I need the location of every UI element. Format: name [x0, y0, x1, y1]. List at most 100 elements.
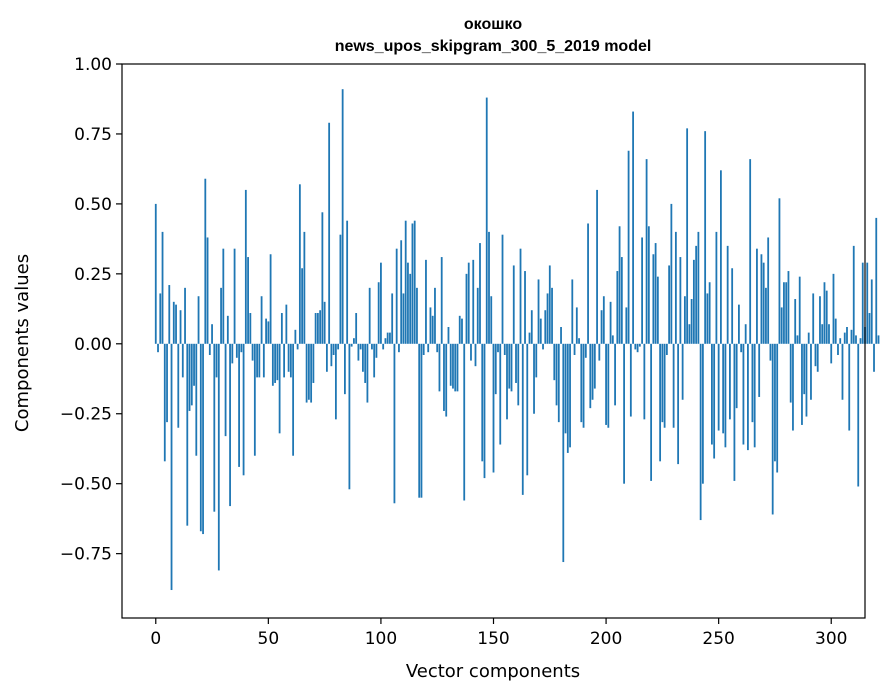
bar: [440, 257, 443, 344]
bar: [161, 231, 164, 344]
bar: [447, 327, 450, 344]
bar: [686, 128, 689, 344]
plot-frame: [121, 63, 866, 619]
bar: [425, 259, 427, 344]
bar: [762, 262, 765, 344]
bar: [157, 343, 159, 353]
bar: [650, 343, 653, 481]
chart-title-line-2: news_upos_skipgram_300_5_2019 model: [335, 38, 652, 55]
bar: [571, 279, 574, 344]
bar: [303, 231, 306, 344]
bar: [654, 243, 657, 344]
bar: [839, 338, 842, 344]
bar: [206, 237, 209, 344]
bar: [247, 257, 249, 344]
bar: [285, 304, 288, 344]
bar: [834, 318, 837, 344]
bar: [774, 343, 776, 462]
x-ticks-group: 0 50 100 150 200 250 300: [150, 618, 847, 649]
bar: [368, 287, 371, 344]
bar: [692, 259, 695, 344]
bar: [262, 343, 265, 378]
bar: [796, 335, 799, 344]
bar: [794, 299, 797, 344]
bar: [240, 343, 243, 353]
bar: [837, 343, 839, 355]
bar: [163, 343, 166, 462]
bar: [735, 343, 738, 409]
bar: [731, 268, 734, 344]
bar: [330, 343, 333, 367]
bar: [411, 223, 414, 344]
bar: [551, 287, 553, 344]
bar: [548, 265, 551, 344]
bar: [598, 343, 601, 361]
bar: [510, 343, 513, 392]
bar: [325, 343, 328, 372]
bar: [742, 343, 745, 445]
bar: [724, 343, 727, 448]
bar: [560, 327, 562, 344]
bar: [211, 324, 213, 344]
bar: [274, 343, 276, 383]
bar: [267, 321, 270, 344]
bar: [533, 343, 535, 414]
bar: [485, 97, 488, 344]
bar: [154, 203, 157, 344]
y-tick-label: 1.00: [74, 55, 112, 75]
bar: [287, 343, 290, 372]
bar: [792, 343, 794, 431]
bar: [168, 285, 171, 344]
bar: [499, 343, 502, 445]
bar: [398, 343, 400, 353]
bar: [314, 313, 317, 344]
bar: [720, 170, 722, 344]
bar: [479, 243, 481, 344]
bar: [416, 287, 418, 344]
bar: [841, 343, 844, 400]
bar: [582, 343, 585, 428]
bar: [305, 343, 308, 403]
bar: [830, 343, 833, 364]
bar: [695, 245, 698, 344]
bar: [789, 343, 792, 403]
bar: [199, 343, 202, 532]
bar: [208, 343, 211, 355]
bar: [674, 231, 677, 344]
bar: [717, 343, 720, 431]
bar: [819, 296, 821, 344]
y-tick-label: −0.50: [60, 475, 112, 495]
bar: [875, 217, 878, 344]
bar: [364, 343, 367, 383]
bar: [521, 343, 524, 495]
bar: [679, 257, 682, 344]
bar: [738, 304, 740, 344]
bar: [697, 231, 700, 344]
bar: [681, 343, 684, 400]
bar: [503, 343, 506, 355]
bar: [213, 343, 216, 512]
bar: [553, 343, 556, 381]
bar: [726, 245, 729, 344]
bar: [647, 226, 650, 344]
bar: [699, 343, 702, 521]
bar: [564, 343, 567, 434]
bar: [362, 343, 364, 372]
bar: [249, 313, 252, 344]
bar: [711, 343, 713, 445]
bar: [760, 254, 763, 344]
bar: [866, 262, 869, 344]
bar: [175, 304, 177, 344]
x-axis-label: Vector components: [406, 661, 580, 682]
bar: [677, 343, 680, 465]
bar: [859, 338, 862, 344]
bar: [350, 343, 353, 347]
bar: [452, 343, 454, 389]
bar: [229, 343, 231, 507]
bar: [843, 332, 846, 344]
bar: [600, 310, 603, 344]
bar: [740, 343, 743, 353]
bar: [483, 343, 486, 479]
bar: [445, 343, 448, 417]
bar: [242, 343, 245, 476]
